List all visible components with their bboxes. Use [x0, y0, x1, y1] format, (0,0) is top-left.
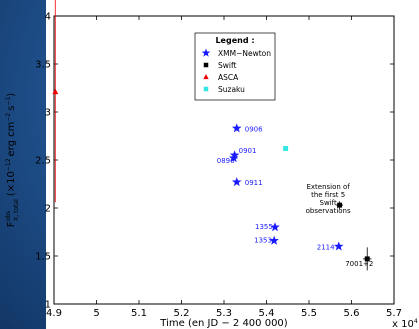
y-tick-label: 3.5	[35, 60, 51, 71]
swift-point	[337, 202, 343, 208]
legend-entries: XMM−Newton Swift ASCA Suzaku	[201, 48, 271, 94]
y-label-main: F	[6, 221, 17, 227]
x-tick-label: 5.4	[259, 308, 275, 319]
point-label: 0896	[217, 157, 235, 165]
xmm-newton-point	[231, 123, 242, 133]
legend-marker-asca	[203, 74, 209, 80]
annotation-line: Swift	[320, 199, 337, 207]
y-tick-label: 3	[45, 108, 51, 119]
y-label-sub: X, total	[13, 199, 20, 221]
x-axis-multiplier: x 104	[392, 318, 418, 329]
legend-marker-xmm-newton	[201, 48, 211, 57]
xmm-newton-point	[231, 177, 242, 187]
legend-label-xmm-newton: XMM−Newton	[218, 49, 271, 58]
xmm-newton-point	[333, 241, 344, 251]
x-multiplier-exp: 4	[414, 318, 418, 325]
legend-title: Legend :	[215, 36, 254, 45]
point-label: 0906	[245, 125, 263, 133]
x-tick-label: 5.7	[386, 308, 402, 319]
annotation-line: observations	[306, 207, 351, 215]
y-label-units-exp: −2	[5, 113, 12, 122]
legend-label-suzaku: Suzaku	[218, 85, 245, 94]
y-tick-label: 4	[45, 12, 51, 23]
legend-label-swift: Swift	[218, 61, 236, 70]
y-label-units2: s	[6, 106, 17, 111]
y-label-units2-exp: −1	[5, 97, 12, 106]
y-tick-label: 1.5	[35, 252, 51, 263]
x-tick-label: 5.5	[301, 308, 317, 319]
y-tick-label: 2.5	[35, 156, 51, 167]
xmm-newton-point	[269, 235, 279, 245]
y-label-exp: −12	[5, 158, 12, 171]
x-tick-label: 5.6	[344, 308, 360, 319]
annotation-line: the first 5	[311, 191, 345, 199]
x-tick-label: 5	[93, 308, 99, 319]
point-label: 0911	[245, 179, 263, 187]
point-label: 2114	[317, 243, 335, 251]
annotation-line: Extension of	[306, 183, 350, 191]
legend-marker-swift	[203, 62, 209, 68]
legend: Legend : XMM−Newton Swift ASCA Suzaku	[194, 32, 276, 101]
y-tick-label: 1	[45, 300, 51, 311]
x-tick-label: 5.1	[131, 308, 147, 319]
legend-label-asca: ASCA	[218, 73, 239, 82]
y-label-sup: obs	[5, 211, 12, 222]
legend-box	[194, 32, 276, 101]
y-label-rest: (×10	[6, 171, 17, 196]
data-marks: 0906 0901 0896 0911 1355 1353 2114 7001+2	[52, 0, 373, 271]
x-tick-label: 4.9	[46, 308, 62, 319]
point-label: 1355	[255, 223, 273, 231]
point-label: 1353	[254, 237, 272, 245]
y-label-close: )	[6, 93, 17, 97]
x-multiplier-base: x 10	[392, 319, 414, 329]
point-label: 0901	[239, 147, 257, 155]
swift-point	[364, 256, 370, 262]
x-tick-label: 5.2	[174, 308, 190, 319]
point-label: 7001+2	[345, 260, 373, 268]
y-label-units: erg cm	[6, 122, 17, 157]
y-tick-label: 2	[45, 204, 51, 215]
y-axis-label: FobsX, total (×10−12erg cm−2 s−1)	[5, 93, 20, 228]
x-tick-label: 5.3	[216, 308, 232, 319]
y-axis-ticks: 1 1.5 2 2.5 3 3.5 4	[35, 12, 394, 311]
xmm-newton-point	[229, 150, 240, 160]
xmm-newton-point	[270, 222, 280, 232]
legend-marker-suzaku	[203, 86, 209, 92]
xmm-newton-point	[229, 153, 239, 163]
suzaku-point	[283, 146, 289, 151]
x-axis-label: Time (en JD − 2 400 000)	[159, 318, 288, 329]
x-axis-ticks: 4.9 5 5.1 5.2 5.3 5.4 5.5 5.6 5.7	[46, 16, 402, 319]
asca-point	[52, 88, 59, 95]
